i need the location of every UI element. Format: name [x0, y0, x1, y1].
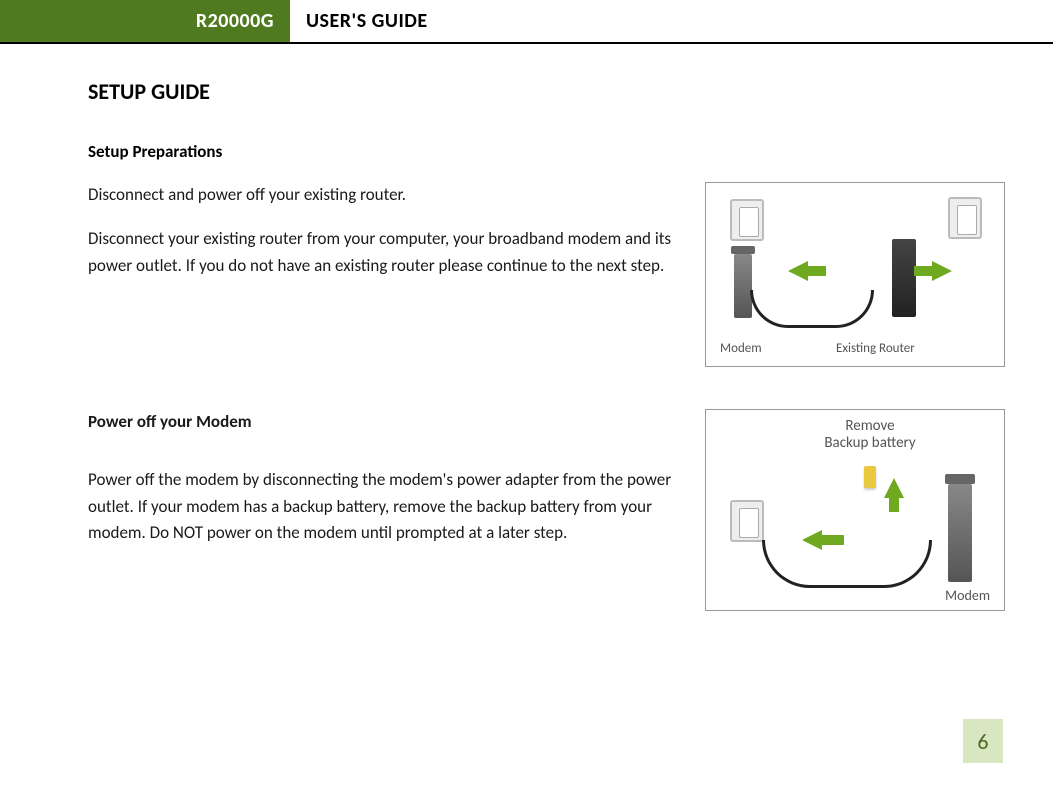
page-number: 6: [963, 719, 1003, 763]
wall-outlet-icon: [730, 500, 764, 542]
header-model-badge: R20000G: [0, 0, 290, 42]
arrow-up-icon: [884, 478, 904, 498]
section-title: SETUP GUIDE: [88, 78, 1005, 105]
modem-top-icon: [945, 474, 975, 484]
section1-p2: Disconnect your existing router from you…: [88, 226, 677, 279]
wall-outlet-icon: [948, 197, 982, 239]
header-title-text: USER'S GUIDE: [306, 9, 428, 33]
header-model-text: R20000G: [196, 9, 274, 33]
diagram1-modem-label: Modem: [720, 341, 762, 356]
modem-icon: [734, 254, 752, 318]
diagram2-title: Remove Backup battery: [796, 418, 944, 453]
setup-preparations-heading: Setup Preparations: [88, 141, 1005, 162]
section2-p1: Power off the modem by disconnecting the…: [88, 467, 677, 546]
battery-icon: [864, 466, 876, 488]
section1-p1: Disconnect and power off your existing r…: [88, 182, 677, 208]
arrow-right-icon: [932, 261, 952, 281]
header-title: USER'S GUIDE: [290, 0, 428, 42]
page-content: SETUP GUIDE Setup Preparations Disconnec…: [0, 48, 1053, 611]
page-number-text: 6: [977, 728, 988, 755]
section2-text: Power off your Modem Power off the modem…: [88, 409, 677, 611]
wall-outlet-icon: [730, 199, 764, 241]
cable-icon: [762, 540, 932, 588]
header-bar: R20000G USER'S GUIDE: [0, 0, 1053, 44]
section1-row: Disconnect and power off your existing r…: [88, 182, 1005, 367]
cable-icon: [750, 290, 874, 328]
router-icon: [892, 239, 916, 317]
section2-row: Power off your Modem Power off the modem…: [88, 409, 1005, 611]
power-off-modem-heading: Power off your Modem: [88, 409, 677, 435]
diagram2-modem-label: Modem: [945, 587, 990, 604]
modem-icon: [948, 484, 972, 582]
section1-text: Disconnect and power off your existing r…: [88, 182, 677, 367]
arrow-left-icon: [788, 261, 808, 281]
diagram-disconnect-router: Modem Existing Router: [705, 182, 1005, 367]
diagram-remove-battery: Remove Backup battery Modem: [705, 409, 1005, 611]
modem-top-icon: [731, 246, 755, 254]
diagram1-router-label: Existing Router: [836, 341, 915, 356]
